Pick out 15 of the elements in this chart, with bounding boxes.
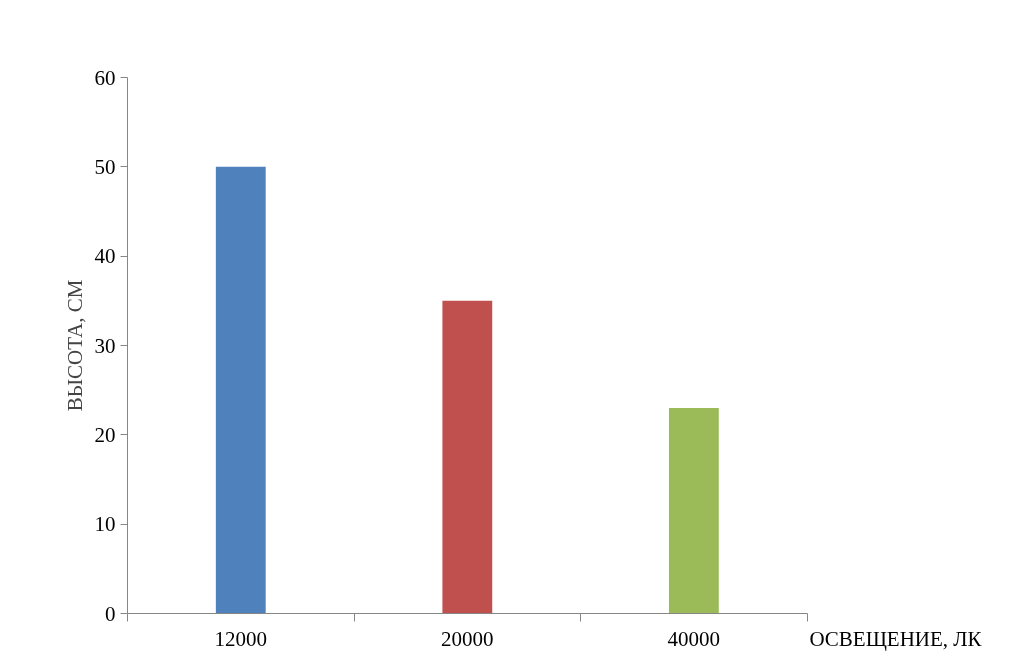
x-tick-label: 12000	[214, 626, 268, 651]
y-tick-label: 30	[94, 333, 116, 358]
y-tick-label: 60	[94, 65, 116, 90]
x-tick-label: 20000	[441, 626, 494, 651]
y-tick-label: 0	[105, 601, 116, 626]
x-tick-label: 40000	[667, 626, 721, 651]
x-axis-title: ОСВЕЩЕНИЕ, ЛК	[809, 626, 983, 651]
y-tick-label: 50	[94, 154, 116, 179]
y-tick-label: 40	[94, 244, 116, 269]
bar	[668, 408, 719, 614]
y-tick-label: 10	[94, 512, 116, 537]
bar	[215, 166, 266, 614]
y-tick-label: 20	[94, 422, 116, 447]
y-axis-title: ВЫСОТА, СМ	[62, 279, 87, 412]
bar	[442, 300, 493, 614]
